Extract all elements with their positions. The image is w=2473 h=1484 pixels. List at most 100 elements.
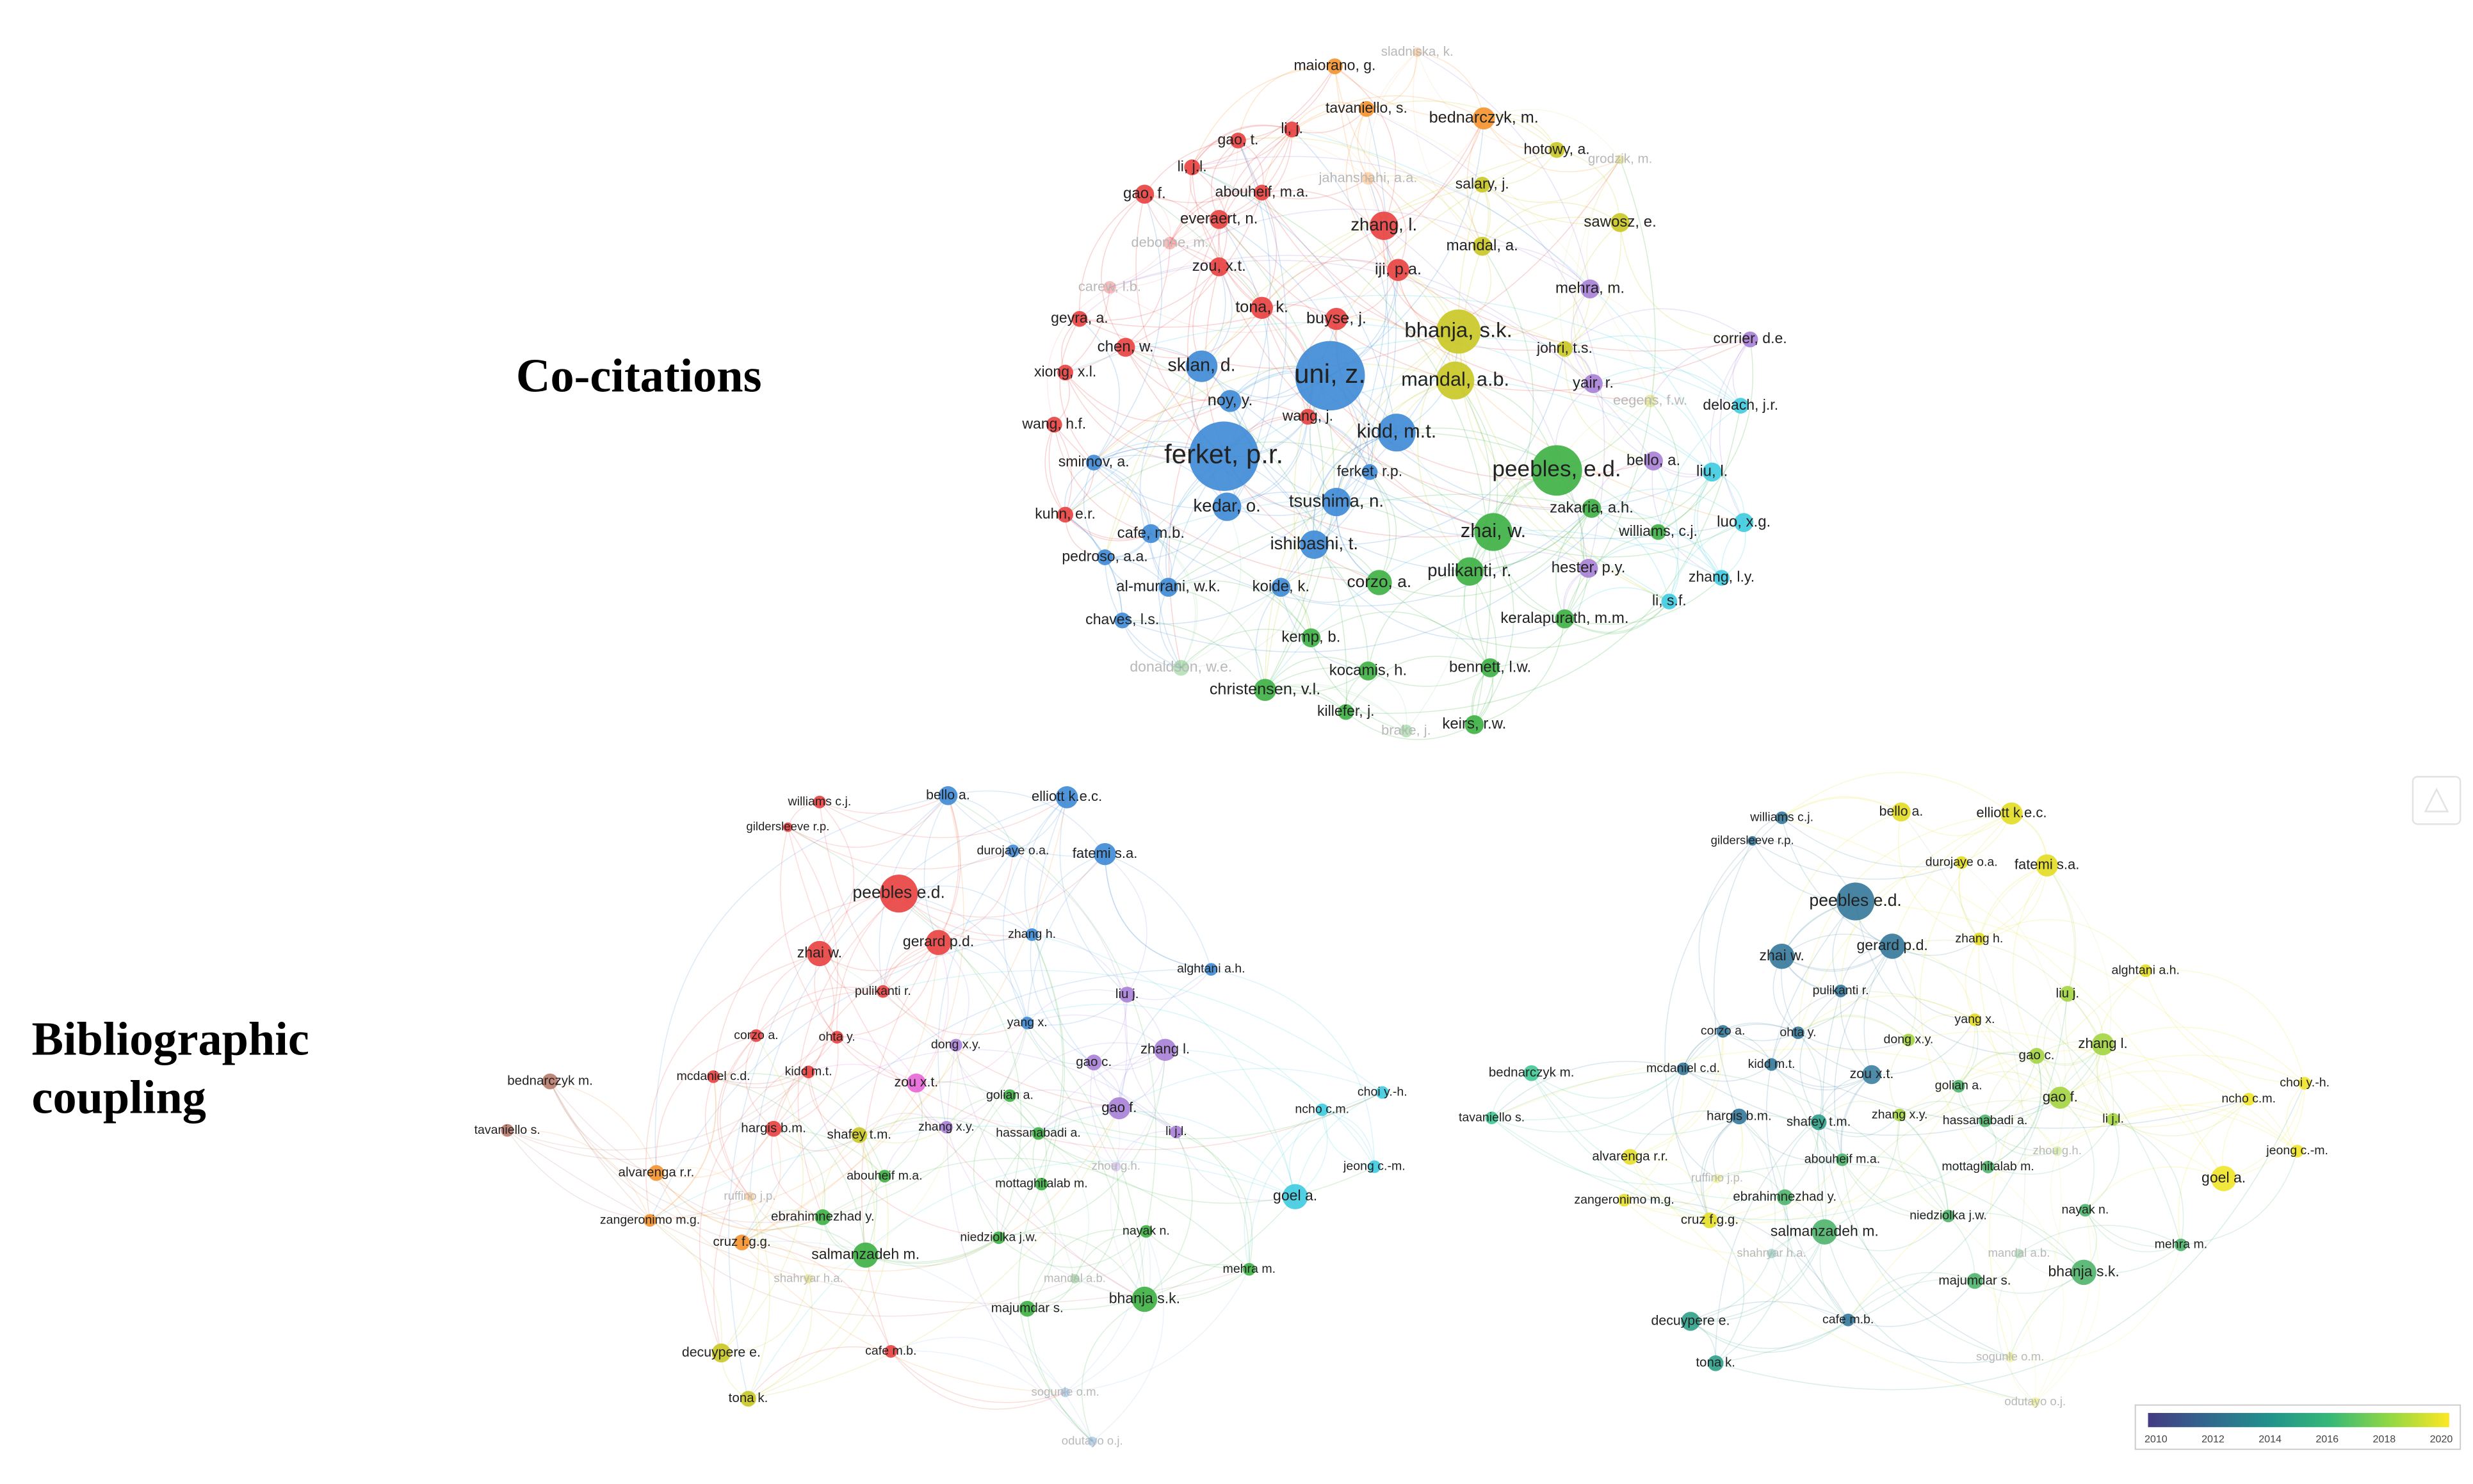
co-citation-edge: [1264, 331, 1459, 690]
cluster-map-edge: [780, 827, 838, 1038]
overlay-map-edge: [1974, 1280, 2013, 1358]
co-citation-edge: [1469, 508, 1593, 572]
co-citation-edge: [1357, 108, 1369, 179]
overlay-map-edge: [1690, 1319, 1849, 1353]
co-citation-edge: [1169, 140, 1239, 244]
cluster-map-edge: [946, 1045, 1093, 1442]
cluster-map-edge: [649, 1220, 722, 1353]
overlay-map-edge: [1630, 1031, 1724, 1157]
overlay-map-edge: [1840, 990, 1959, 1086]
co-citation-edge: [1366, 108, 1605, 569]
co-citation-node: [1474, 513, 1512, 551]
overlay-map-edge: [1948, 1215, 1975, 1281]
overlay-map-edge: [1797, 946, 1893, 1033]
co-citation-edge: [1564, 159, 1656, 620]
cluster-map-edge: [1018, 1184, 1093, 1442]
cluster-map-edge: [837, 1036, 917, 1083]
overlay-map-node: [1892, 802, 1911, 822]
co-citation-edge: [1482, 159, 1621, 203]
cluster-map-node-label: ohta y.: [819, 1029, 855, 1044]
co-citation-edge: [1219, 129, 1293, 220]
co-citation-edge: [1591, 471, 1713, 519]
overlay-map-edge: [2084, 1166, 2224, 1211]
co-citation-edge: [1083, 462, 1106, 558]
cluster-map-node: [1139, 1225, 1153, 1238]
co-citation-node-label: hotowy, a.: [1523, 140, 1589, 157]
overlay-map-edge: [1834, 946, 1893, 1160]
cluster-map-edge: [649, 942, 939, 1221]
co-citation-edge: [1493, 522, 1744, 558]
co-citation-node-label: hester, p.y.: [1552, 559, 1626, 576]
cluster-map-edge: [656, 1166, 750, 1197]
co-citation-node-label: salary, j.: [1455, 175, 1509, 192]
overlay-map-edge: [1899, 1115, 1949, 1216]
cluster-map-edge: [1105, 853, 1147, 995]
overlay-map-edge: [1766, 901, 1856, 1321]
co-citation-edge: [1368, 670, 1407, 731]
cluster-map-node: [745, 1191, 755, 1202]
co-citation-node-label: brake, j.: [1381, 722, 1431, 738]
overlay-map-node: [1731, 1108, 1747, 1125]
overlay-map-node: [1701, 1212, 1718, 1229]
co-citation-node-label: grodzik, m.: [1588, 152, 1652, 166]
co-citation-node: [1361, 172, 1375, 185]
overlay-map-edge: [1984, 1096, 2114, 1122]
overlay-map-edge: [1709, 1086, 1959, 1223]
overlay-map-edge: [1824, 1215, 1949, 1252]
cluster-map-edge: [656, 1172, 809, 1280]
co-citation-node: [1164, 236, 1176, 250]
co-citation-node-label: mandal, a.b.: [1401, 368, 1509, 390]
overlay-map-node: [2079, 1204, 2092, 1217]
overlay-map-edge: [1797, 1032, 1822, 1123]
overlay-map-node-label: cruz f.g.g.: [1681, 1213, 1739, 1227]
overlay-map-node-label: zhou g.h.: [2033, 1143, 2082, 1157]
cluster-map-edge: [1321, 1109, 1375, 1168]
cluster-map-edge: [713, 1071, 809, 1088]
co-citation-node-label: pulikanti, r.: [1427, 560, 1511, 580]
cluster-map-edge: [1036, 797, 1177, 1133]
legend-tick-label: 2020: [2430, 1433, 2453, 1445]
co-citation-node-label: li, s.f.: [1652, 592, 1687, 609]
co-citation-node: [1584, 374, 1603, 394]
cluster-map-node-label: shahryar h.a.: [774, 1271, 843, 1284]
cluster-map-node: [734, 1234, 750, 1251]
co-citation-node-label: sawosz, e.: [1584, 213, 1656, 230]
cluster-map-edge: [1037, 1049, 1165, 1134]
cluster-map-edge: [773, 942, 939, 1129]
co-citation-edge: [1079, 193, 1145, 319]
co-citation-node-label: cafe, m.b.: [1117, 524, 1185, 542]
co-citation-node-label: bello, a.: [1626, 451, 1680, 469]
co-citation-edge: [1416, 51, 1591, 289]
overlay-map-node: [2059, 986, 2076, 1002]
co-citation-edge: [1313, 544, 1565, 640]
co-citation-edge: [1364, 51, 1418, 226]
cluster-map-node: [1108, 1097, 1131, 1120]
cluster-map-edge: [773, 1128, 860, 1152]
cluster-map-edge: [1026, 1184, 1056, 1309]
cluster-map-node: [1154, 1038, 1176, 1061]
overlay-map-edge: [1700, 1116, 1740, 1221]
co-citation-node: [1387, 259, 1409, 281]
cluster-map-node-label: gao c.: [1076, 1054, 1112, 1069]
overlay-map-edge: [2009, 1150, 2062, 1358]
co-citation-edge: [1219, 129, 1293, 220]
overlay-map-edge: [1531, 1072, 1740, 1135]
cluster-map-edge: [819, 802, 855, 954]
cluster-map-node: [1087, 1437, 1098, 1446]
cluster-map-node: [851, 1127, 868, 1143]
cluster-map-edge: [649, 934, 1032, 1221]
overlay-map-edge: [1723, 1031, 2249, 1129]
cluster-map-edge: [890, 1351, 1066, 1403]
overlay-map-edge: [1771, 1064, 1872, 1088]
cluster-map-edge: [507, 1071, 809, 1160]
cluster-map-edge: [807, 1072, 859, 1136]
co-citation-edge: [1417, 331, 1470, 572]
cluster-map-node: [813, 795, 826, 809]
overlay-map-node: [1979, 1114, 1991, 1127]
overlay-map-edge: [1854, 901, 2037, 1056]
overlay-map-node-label: li j.l.: [2102, 1112, 2124, 1126]
cluster-map-edge: [1119, 1068, 1383, 1109]
overlay-map-edge: [1908, 1014, 1975, 1040]
co-citation-node-label: kocamis, h.: [1329, 661, 1407, 679]
overlay-map-edge: [1958, 1051, 2037, 1086]
